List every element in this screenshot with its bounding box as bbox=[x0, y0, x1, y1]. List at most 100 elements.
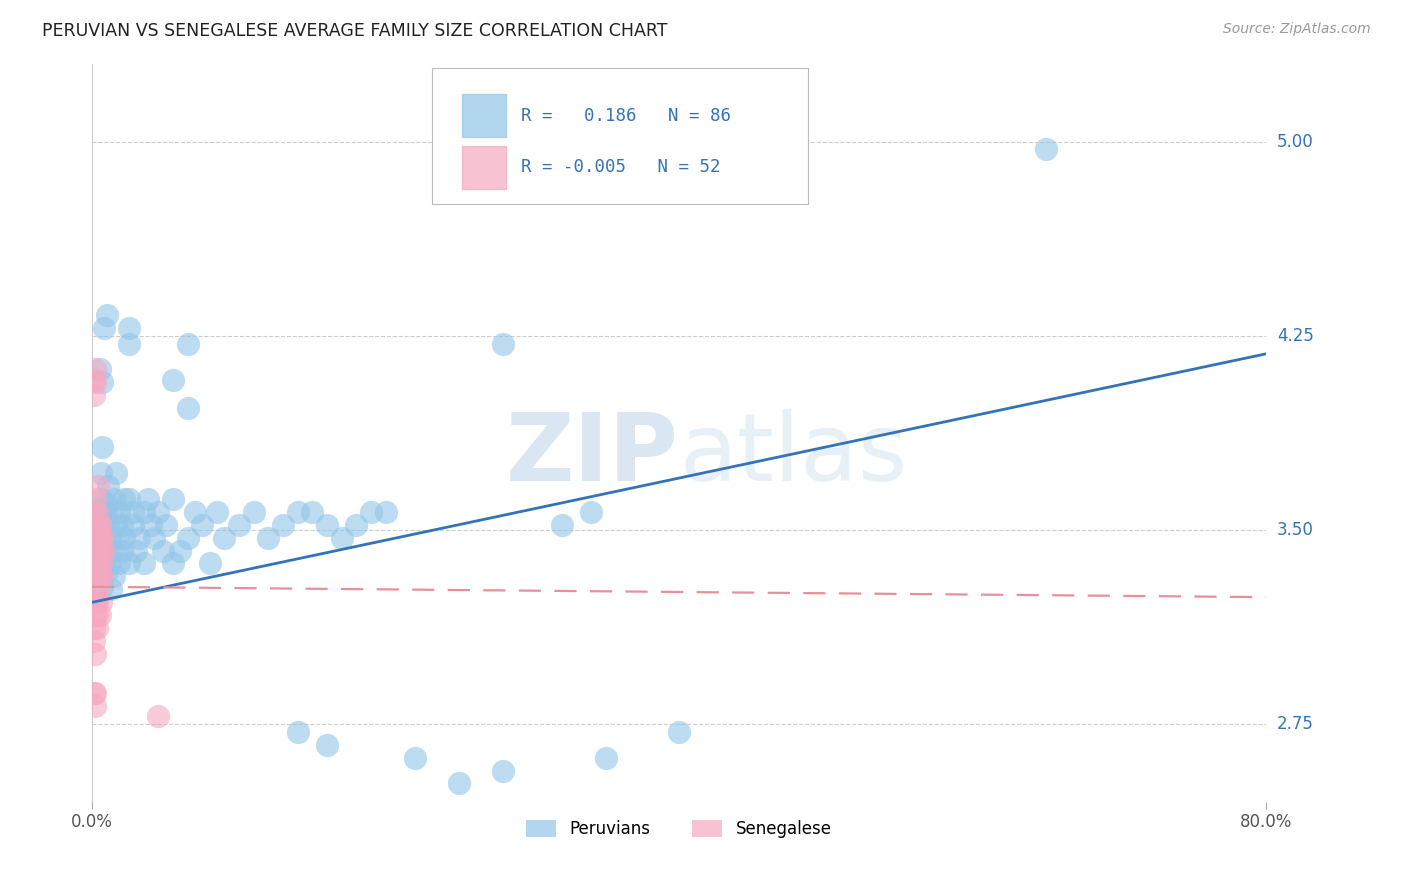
Point bbox=[97, 517, 120, 532]
Point bbox=[107, 557, 129, 571]
Point bbox=[176, 401, 198, 416]
Point bbox=[86, 528, 108, 542]
Point bbox=[118, 321, 141, 335]
Point bbox=[287, 505, 309, 519]
Point bbox=[89, 566, 111, 581]
Point bbox=[83, 634, 105, 648]
Point bbox=[114, 491, 136, 506]
Text: PERUVIAN VS SENEGALESE AVERAGE FAMILY SIZE CORRELATION CHART: PERUVIAN VS SENEGALESE AVERAGE FAMILY SI… bbox=[42, 22, 668, 40]
Point bbox=[89, 543, 111, 558]
Text: 2.75: 2.75 bbox=[1277, 715, 1313, 733]
Point bbox=[152, 543, 174, 558]
Point bbox=[86, 523, 108, 537]
Point bbox=[86, 595, 108, 609]
Point bbox=[84, 595, 107, 609]
Point bbox=[98, 531, 121, 545]
Point bbox=[176, 336, 198, 351]
Point bbox=[148, 505, 170, 519]
Point bbox=[90, 531, 112, 545]
Point bbox=[90, 466, 112, 480]
Point bbox=[83, 582, 105, 597]
Point bbox=[83, 686, 105, 700]
Point bbox=[83, 531, 105, 545]
Point bbox=[198, 557, 221, 571]
Point bbox=[212, 531, 235, 545]
Point bbox=[89, 517, 111, 532]
Point bbox=[132, 505, 155, 519]
Point bbox=[93, 517, 115, 532]
Text: 3.50: 3.50 bbox=[1277, 521, 1313, 539]
Bar bbox=[461, 146, 506, 189]
Point bbox=[301, 505, 323, 519]
Point bbox=[83, 621, 105, 635]
Point bbox=[118, 491, 141, 506]
Point bbox=[87, 569, 110, 583]
Point bbox=[83, 373, 105, 387]
Point bbox=[93, 528, 115, 542]
Point bbox=[148, 709, 170, 723]
Point bbox=[89, 517, 111, 532]
Point bbox=[103, 569, 125, 583]
Point bbox=[90, 557, 112, 571]
Point bbox=[86, 543, 108, 558]
Point bbox=[162, 373, 184, 387]
Point bbox=[84, 517, 107, 532]
Point bbox=[315, 738, 337, 752]
Point bbox=[87, 531, 110, 545]
Point bbox=[122, 517, 145, 532]
Text: 5.00: 5.00 bbox=[1277, 133, 1313, 151]
Point bbox=[94, 505, 117, 519]
Point bbox=[104, 466, 127, 480]
Point bbox=[84, 517, 107, 532]
Point bbox=[595, 750, 617, 764]
Point bbox=[169, 543, 191, 558]
Point bbox=[492, 336, 515, 351]
Point bbox=[84, 376, 107, 390]
Point bbox=[83, 388, 105, 402]
Point bbox=[83, 505, 105, 519]
Point bbox=[315, 517, 337, 532]
Text: Source: ZipAtlas.com: Source: ZipAtlas.com bbox=[1223, 22, 1371, 37]
Point bbox=[86, 557, 108, 571]
Point bbox=[84, 491, 107, 506]
Point bbox=[86, 621, 108, 635]
Point bbox=[89, 362, 111, 376]
Point bbox=[93, 321, 115, 335]
Point bbox=[84, 531, 107, 545]
Point bbox=[83, 595, 105, 609]
Point bbox=[83, 543, 105, 558]
Point bbox=[90, 491, 112, 506]
Point bbox=[84, 647, 107, 661]
Point bbox=[125, 543, 148, 558]
Point bbox=[89, 554, 111, 568]
Point bbox=[90, 595, 112, 609]
Point bbox=[96, 564, 118, 578]
Point bbox=[492, 764, 515, 778]
Point bbox=[84, 362, 107, 376]
Point bbox=[271, 517, 294, 532]
Point bbox=[91, 440, 114, 454]
Point bbox=[101, 543, 124, 558]
Point bbox=[330, 531, 353, 545]
Point bbox=[96, 308, 118, 322]
Point bbox=[91, 531, 114, 545]
Text: atlas: atlas bbox=[679, 409, 907, 501]
Point bbox=[205, 505, 228, 519]
Point bbox=[89, 569, 111, 583]
Point bbox=[91, 580, 114, 594]
Point bbox=[94, 543, 117, 558]
Point bbox=[98, 557, 121, 571]
Point bbox=[103, 491, 125, 506]
Point bbox=[118, 557, 141, 571]
Point bbox=[155, 517, 177, 532]
Point bbox=[90, 543, 112, 558]
Point bbox=[86, 505, 108, 519]
Point bbox=[87, 543, 110, 558]
Point bbox=[579, 505, 602, 519]
Point bbox=[84, 698, 107, 713]
Text: R = -0.005   N = 52: R = -0.005 N = 52 bbox=[520, 158, 720, 177]
Point bbox=[84, 608, 107, 623]
Point bbox=[83, 557, 105, 571]
FancyBboxPatch shape bbox=[433, 68, 808, 204]
Point bbox=[87, 557, 110, 571]
